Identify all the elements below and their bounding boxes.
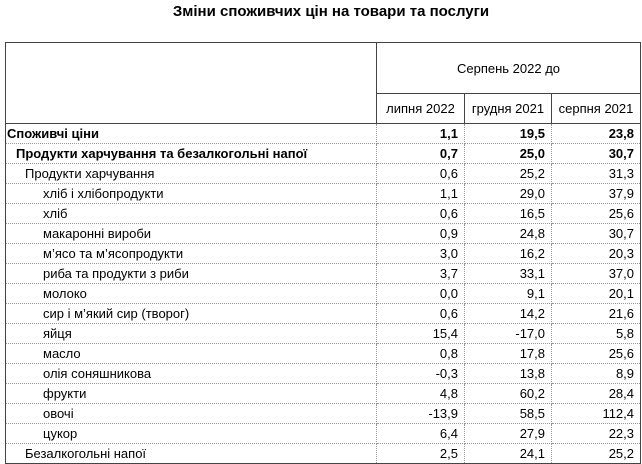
- cell-value: 60,2: [464, 383, 552, 404]
- table-row: молоко 0,0 9,1 20,1: [5, 283, 642, 304]
- table-row: масло 0,8 17,8 25,6: [5, 343, 642, 364]
- row-label: Безалкогольні напої: [5, 443, 377, 464]
- row-label: Продукти харчування: [5, 163, 377, 184]
- row-label: м’ясо та м’ясопродукти: [5, 243, 377, 264]
- cell-value: 0,8: [376, 343, 465, 364]
- table-row: сир і м’який сир (творог) 0,6 14,2 21,6: [5, 303, 642, 324]
- cell-value: 13,8: [464, 363, 552, 384]
- cell-value: 25,2: [550, 443, 642, 464]
- row-label: молоко: [5, 283, 377, 304]
- cell-value: 20,1: [550, 283, 642, 304]
- column-header: серпня 2021: [550, 93, 642, 124]
- cell-value: 9,1: [464, 283, 552, 304]
- row-label: хліб і хлібопродукти: [5, 183, 377, 204]
- cell-value: 22,3: [550, 423, 642, 444]
- table-row: хліб і хлібопродукти 1,1 29,0 37,9: [5, 183, 642, 204]
- cell-value: 20,3: [550, 243, 642, 264]
- cell-value: 0,6: [376, 203, 465, 224]
- table-row: Продукти харчування та безалкогольні нап…: [5, 143, 642, 164]
- table-row: яйця 15,4 -17,0 5,8: [5, 323, 642, 344]
- row-label: яйця: [5, 323, 377, 344]
- price-changes-table: Серпень 2022 до липня 2022 грудня 2021 с…: [5, 42, 642, 464]
- cell-value: 30,7: [550, 223, 642, 244]
- cell-value: 58,5: [464, 403, 552, 424]
- cell-value: 3,7: [376, 263, 465, 284]
- row-label: олія соняшникова: [5, 363, 377, 384]
- cell-value: 3,0: [376, 243, 465, 264]
- column-header: грудня 2021: [464, 93, 552, 124]
- row-label: риба та продукти з риби: [5, 263, 377, 284]
- cell-value: 28,4: [550, 383, 642, 404]
- cell-value: 1,1: [376, 183, 465, 204]
- row-label: сир і м’який сир (творог): [5, 303, 377, 324]
- table-row: Продукти харчування 0,6 25,2 31,3: [5, 163, 642, 184]
- cell-value: 33,1: [464, 263, 552, 284]
- group-header: Серпень 2022 до: [375, 42, 642, 94]
- row-label: овочі: [5, 403, 377, 424]
- cell-value: 24,1: [464, 443, 552, 464]
- cell-value: 17,8: [464, 343, 552, 364]
- table-row: хліб 0,6 16,5 25,6: [5, 203, 642, 224]
- column-header: липня 2022: [376, 93, 465, 124]
- cell-value: 6,4: [376, 423, 465, 444]
- row-label: хліб: [5, 203, 377, 224]
- cell-value: 112,4: [550, 403, 642, 424]
- cell-value: 4,8: [376, 383, 465, 404]
- cell-value: 0,0: [376, 283, 465, 304]
- table-row: риба та продукти з риби 3,7 33,1 37,0: [5, 263, 642, 284]
- cell-value: 24,8: [464, 223, 552, 244]
- row-label: Споживчі ціни: [5, 123, 377, 144]
- cell-value: 16,5: [464, 203, 552, 224]
- cell-value: 8,9: [550, 363, 642, 384]
- cell-value: 37,0: [550, 263, 642, 284]
- row-label: макаронні вироби: [5, 223, 377, 244]
- cell-value: 0,6: [376, 303, 465, 324]
- row-label: масло: [5, 343, 377, 364]
- corner-header: [5, 42, 377, 124]
- table-row: м’ясо та м’ясопродукти 3,0 16,2 20,3: [5, 243, 642, 264]
- cell-value: 29,0: [464, 183, 552, 204]
- cell-value: 23,8: [550, 123, 642, 144]
- row-label: Продукти харчування та безалкогольні нап…: [5, 143, 377, 164]
- table-row: фрукти 4,8 60,2 28,4: [5, 383, 642, 404]
- cell-value: -0,3: [376, 363, 465, 384]
- cell-value: 5,8: [550, 323, 642, 344]
- cell-value: 30,7: [550, 143, 642, 164]
- cell-value: 0,9: [376, 223, 465, 244]
- cell-value: 0,7: [376, 143, 465, 164]
- table-body: Споживчі ціни 1,1 19,5 23,8 Продукти харчува…: [5, 123, 642, 464]
- cell-value: 21,6: [550, 303, 642, 324]
- cell-value: 14,2: [464, 303, 552, 324]
- table-row: Споживчі ціни 1,1 19,5 23,8: [5, 123, 642, 144]
- cell-value: 16,2: [464, 243, 552, 264]
- cell-value: 0,6: [376, 163, 465, 184]
- cell-value: 25,2: [464, 163, 552, 184]
- cell-value: 27,9: [464, 423, 552, 444]
- cell-value: 15,4: [376, 323, 465, 344]
- table-row: цукор 6,4 27,9 22,3: [5, 423, 642, 444]
- cell-value: 2,5: [376, 443, 465, 464]
- table-row: макаронні вироби 0,9 24,8 30,7: [5, 223, 642, 244]
- cell-value: 1,1: [376, 123, 465, 144]
- cell-value: 31,3: [550, 163, 642, 184]
- cell-value: -17,0: [464, 323, 552, 344]
- cell-value: 25,6: [550, 203, 642, 224]
- row-label: фрукти: [5, 383, 377, 404]
- table-title: Зміни споживчих цін на товари та послуги: [172, 3, 490, 20]
- table-row: олія соняшникова -0,3 13,8 8,9: [5, 363, 642, 384]
- table-row: овочі -13,9 58,5 112,4: [5, 403, 642, 424]
- cell-value: 19,5: [464, 123, 552, 144]
- row-label: цукор: [5, 423, 377, 444]
- table-row: Безалкогольні напої 2,5 24,1 25,2: [5, 443, 642, 464]
- cell-value: 25,6: [550, 343, 642, 364]
- cell-value: 25,0: [464, 143, 552, 164]
- cell-value: -13,9: [376, 403, 465, 424]
- cell-value: 37,9: [550, 183, 642, 204]
